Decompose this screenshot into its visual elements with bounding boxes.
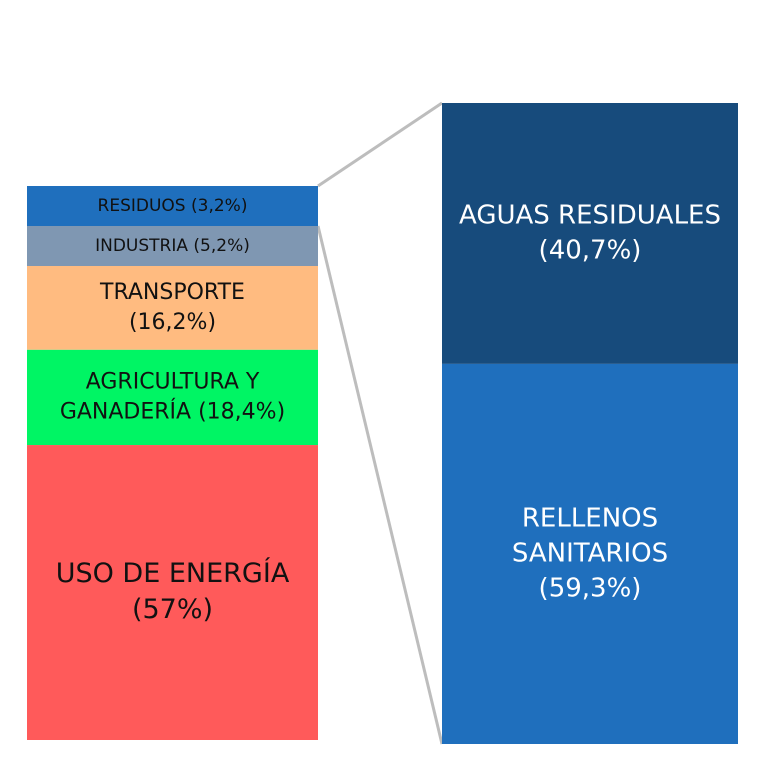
breakdown-bar-segment-0-label: AGUAS RESIDUALES bbox=[459, 200, 721, 230]
breakdown-bar-segment-0 bbox=[442, 103, 738, 364]
main-bar-segment-4 bbox=[27, 445, 318, 740]
main-bar-segment-1 bbox=[27, 226, 318, 266]
main-stacked-bar: RESIDUOS (3,2%) INDUSTRIA (5,2%) TRANSPORT… bbox=[27, 186, 318, 740]
breakdown-bar-segment-1 bbox=[442, 363, 738, 744]
breakdown-bar-segment-1-label: RELLENOS bbox=[522, 503, 658, 533]
breakdown-bar-segment-1-label: (59,3%) bbox=[539, 574, 642, 604]
breakdown-stacked-bar: AGUAS RESIDUALES (40,7%) RELLENOS SANITARIO… bbox=[442, 103, 738, 744]
breakdown-bar-segment-0-label: (40,7%) bbox=[539, 235, 642, 265]
main-bar-segment-2-label: TRANSPORTE bbox=[99, 280, 245, 305]
main-bar-segment-0-label: RESIDUOS (3,2%) bbox=[98, 196, 248, 216]
breakdown-bar-segment-1-label: SANITARIOS bbox=[512, 538, 668, 568]
connector-line-top bbox=[317, 101, 443, 188]
main-bar-segment-3 bbox=[27, 349, 318, 446]
main-bar-segment-0 bbox=[27, 186, 318, 226]
main-bar-segment-1-label: INDUSTRIA (5,2%) bbox=[95, 236, 250, 256]
main-bar-segment-2-label: (16,2%) bbox=[129, 310, 216, 335]
connector-lines bbox=[316, 101, 444, 745]
main-bar-segment-3-label: AGRICULTURA Y bbox=[86, 370, 260, 395]
main-bar-segment-3-label: GANADERÍA (18,4%) bbox=[60, 398, 285, 424]
main-bar-segment-4-label: (57%) bbox=[132, 594, 213, 625]
connector-line-bottom bbox=[316, 225, 444, 745]
main-bar-segment-4-label: USO DE ENERGÍA bbox=[56, 557, 290, 589]
main-bar-segment-2 bbox=[27, 266, 318, 350]
